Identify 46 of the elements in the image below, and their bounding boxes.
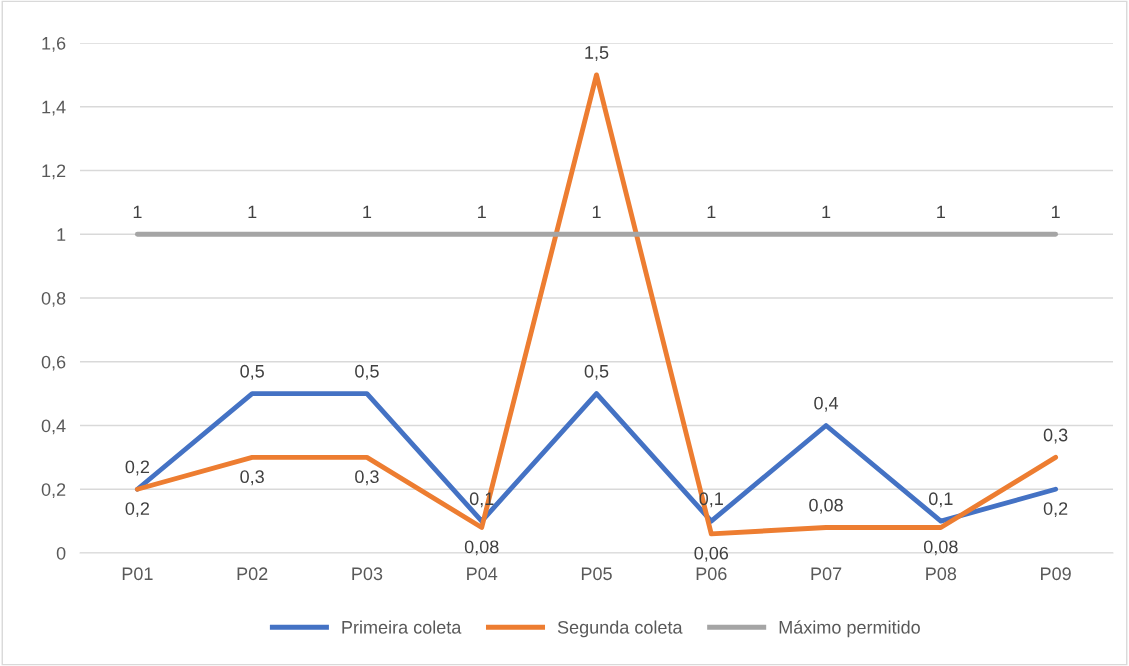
y-tick-label: 1,4: [42, 100, 66, 116]
data-label: 1: [822, 205, 831, 219]
x-tick-label: P08: [926, 567, 957, 581]
y-tick-label: 0,8: [41, 291, 66, 307]
data-label: 0,08: [923, 540, 958, 556]
x-tick-label: P07: [811, 567, 842, 581]
x-tick-label: P03: [352, 567, 383, 581]
data-label: 1: [592, 205, 601, 219]
data-label: 0,4: [814, 396, 839, 412]
data-label: 1: [478, 205, 486, 219]
x-tick-label: P06: [696, 567, 727, 581]
data-label: 0,5: [355, 364, 379, 380]
y-tick-label: 0,2: [41, 483, 66, 499]
data-label: 0,2: [125, 502, 150, 518]
data-label: 1: [133, 205, 142, 219]
data-label: 0,1: [928, 492, 953, 508]
data-label: 0,5: [240, 364, 264, 380]
x-tick-label: P04: [467, 567, 498, 581]
data-label: 0,3: [240, 470, 264, 486]
x-tick-label: P09: [1041, 567, 1071, 581]
y-tick-label: 1,6: [42, 36, 66, 52]
data-label: 0,3: [355, 470, 379, 486]
legend-label: Segunda coleta: [557, 620, 683, 638]
y-tick-label: 1,2: [42, 164, 66, 180]
data-label: 1: [937, 205, 945, 219]
data-label: 1: [1051, 205, 1060, 219]
y-tick-label: 0,6: [41, 355, 66, 371]
data-label: 0,3: [1043, 428, 1068, 444]
data-label: 1: [248, 205, 257, 219]
x-tick-label: P02: [237, 567, 268, 581]
legend-label: Máximo permitido: [779, 620, 920, 638]
data-label: 0,2: [125, 460, 150, 476]
data-label: 0,5: [584, 364, 609, 380]
data-label: 0,08: [464, 540, 499, 556]
y-tick-label: 0,4: [41, 419, 66, 435]
data-label: 1,5: [585, 46, 609, 62]
data-label: 0,06: [694, 546, 729, 562]
data-label: 0,08: [809, 498, 843, 514]
x-tick-label: P05: [581, 567, 612, 581]
x-tick-label: P01: [122, 567, 153, 581]
y-tick-label: 0: [56, 546, 66, 560]
data-label: 1: [707, 205, 716, 219]
data-label: 1: [363, 205, 372, 219]
legend-label: Primeira coleta: [342, 620, 462, 634]
data-label: 0,2: [1043, 502, 1068, 518]
y-tick-label: 1: [57, 228, 66, 241]
